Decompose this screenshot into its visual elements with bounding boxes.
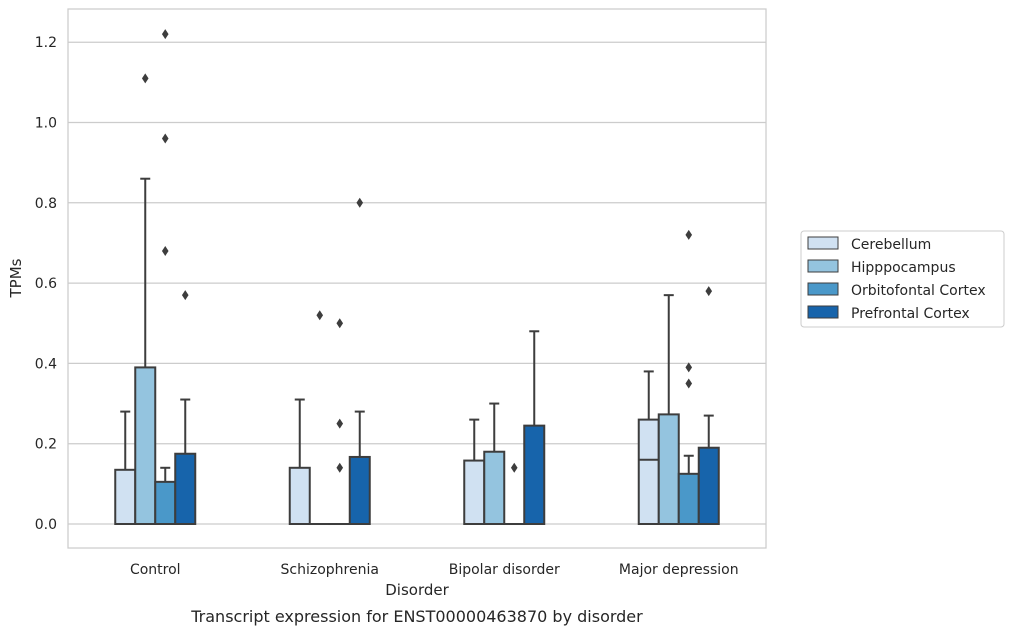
box-0-0 [114,410,137,525]
legend-label: Hipppocampus [851,260,956,276]
box-rect [697,446,720,525]
box-2-3 [523,330,546,526]
outlier-point [685,229,693,240]
box-2-1 [483,402,506,526]
outlier-point [685,362,693,373]
box-rect [288,466,311,526]
box-rect [483,450,506,526]
x-tick-label: Major depression [619,562,739,578]
outlier-point [161,29,169,40]
box-rect [463,459,486,525]
box-1-2 [328,318,351,526]
legend-label: Prefrontal Cortex [851,306,970,322]
legend-frame [800,230,1005,328]
box-rect [154,480,177,525]
legend-swatch [807,305,839,319]
box-3-1 [657,294,680,525]
y-tick-label: 0.0 [35,517,57,533]
outlier-point [181,290,189,301]
box-1-3 [348,197,371,525]
y-tick-label: 1.0 [35,116,57,132]
legend-swatch [807,282,839,296]
outlier-point [336,318,344,329]
y-tick-label: 0.8 [35,196,57,212]
box-0-1 [134,73,157,526]
legend-swatch [807,259,839,273]
box-rect [657,413,680,525]
plot-frame [67,8,767,549]
y-tick-label: 1.2 [35,35,57,51]
box-1-0 [288,398,311,526]
x-tick-labels: Control Schizophrenia Bipolar disorder Majo… [130,562,739,578]
box-rect [523,424,546,526]
outlier-point [356,197,364,208]
y-tick-labels: 0.0 0.2 0.4 0.6 0.8 1.0 1.2 [35,35,57,533]
outlier-point [316,310,324,321]
outlier-point [161,133,169,144]
y-tick-label: 0.2 [35,437,57,453]
legend: Cerebellum Hipppocampus Orbitofontal Corte… [800,230,1005,328]
box-3-3 [697,286,720,525]
legend-label: Orbitofontal Cortex [851,283,986,299]
box-1-1 [308,310,331,526]
box-0-2 [154,29,177,525]
outlier-point [161,245,169,256]
x-axis-label: Disorder [385,581,449,599]
outlier-point [685,378,693,389]
x-tick-label: Schizophrenia [281,562,379,578]
legend-label: Cerebellum [851,237,931,253]
box-0-3 [174,290,197,525]
y-axis-label: TPMs [7,258,25,298]
outlier-point [510,462,518,473]
box-rect [348,455,371,525]
box-rect [134,366,157,526]
box-rect [677,472,700,525]
box-series [114,29,720,526]
box-rect [114,468,137,525]
outlier-point [336,462,344,473]
outlier-point [141,73,149,84]
chart-title: Transcript expression for ENST0000046387… [190,607,643,626]
box-rect [637,418,660,525]
box-rect [174,452,197,525]
y-tick-label: 0.6 [35,276,57,292]
outlier-point [336,418,344,429]
x-tick-label: Control [130,562,181,578]
outlier-point [705,286,713,297]
legend-swatch [807,236,839,250]
x-tick-label: Bipolar disorder [449,562,560,578]
y-tick-label: 0.4 [35,356,57,372]
